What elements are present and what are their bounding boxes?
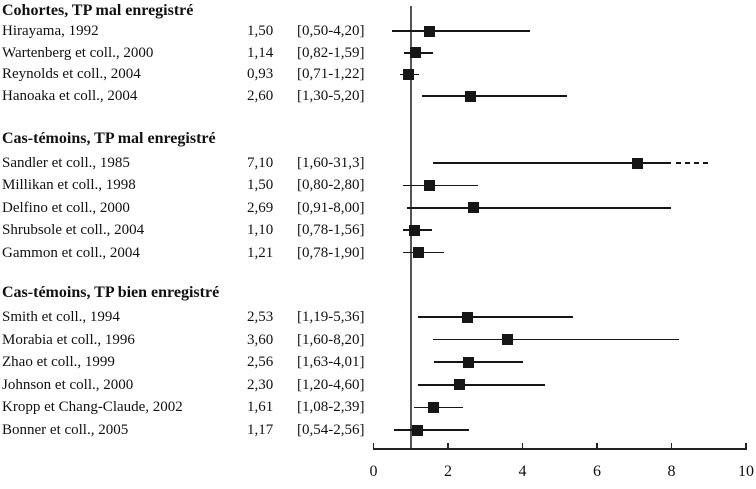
- point-marker: [463, 356, 475, 368]
- point-marker: [632, 157, 644, 169]
- ci-line: [433, 338, 679, 341]
- study-ci: [0,71-1,22]: [297, 66, 365, 83]
- point-marker: [468, 202, 480, 214]
- study-estimate: 1,50: [247, 177, 274, 194]
- study-label: Smith et coll., 1994: [2, 309, 120, 325]
- study-estimate: 2,53: [247, 309, 274, 325]
- study-label: Hirayama, 1992: [2, 23, 99, 39]
- x-axis-tick: [670, 442, 673, 449]
- point-marker: [402, 68, 414, 80]
- study-ci: [0,91-8,00]: [297, 199, 365, 216]
- study-label: Morabia et coll., 1996: [2, 331, 135, 348]
- study-ci: [1,20-4,60]: [297, 376, 365, 393]
- ci-line: [392, 30, 530, 32]
- study-estimate: 0,93: [247, 66, 274, 83]
- study-estimate: 1,61: [247, 399, 274, 416]
- study-label: Delfino et coll., 2000: [2, 199, 130, 216]
- study-label: Reynolds et coll., 2004: [2, 66, 141, 83]
- study-ci: [0,80-2,80]: [297, 177, 365, 194]
- study-estimate: 2,69: [247, 199, 274, 216]
- x-axis-tick-label: 10: [738, 463, 754, 480]
- study-label: Millikan et coll., 1998: [2, 177, 136, 194]
- study-ci: [0,78-1,56]: [297, 222, 365, 239]
- ci-line: [418, 383, 545, 386]
- study-label: Wartenberg et coll., 2000: [2, 44, 154, 61]
- x-axis-tick: [745, 442, 747, 449]
- point-marker: [423, 25, 435, 37]
- study-label: Zhao et coll., 1999: [2, 354, 115, 371]
- study-ci: [1,30-5,20]: [297, 88, 365, 105]
- x-axis-tick: [372, 442, 375, 449]
- point-marker: [464, 90, 476, 102]
- study-ci: [0,50-4,20]: [297, 23, 365, 39]
- ci-line: [417, 316, 574, 318]
- point-marker: [413, 247, 425, 259]
- study-label: Shrubsole et coll., 2004: [2, 222, 145, 239]
- ci-line: [421, 95, 568, 97]
- x-axis-tick-label: 4: [518, 463, 527, 480]
- x-axis-tick: [447, 442, 449, 449]
- point-marker: [408, 224, 420, 236]
- study-ci: [1,63-4,01]: [297, 354, 365, 371]
- study-estimate: 1,21: [247, 244, 274, 261]
- ci-line: [433, 162, 672, 164]
- study-estimate: 7,10: [247, 155, 274, 171]
- point-marker: [462, 311, 474, 323]
- study-label: Johnson et coll., 2000: [2, 376, 134, 393]
- study-ci: [0,54-2,56]: [297, 422, 365, 438]
- point-marker: [411, 424, 423, 436]
- study-estimate: 2,30: [247, 376, 274, 393]
- study-estimate: 1,50: [247, 23, 274, 39]
- x-axis-tick-label: 0: [369, 463, 378, 480]
- point-marker: [502, 334, 514, 346]
- ci-line: [393, 429, 469, 431]
- ci-line: [407, 206, 672, 209]
- study-estimate: 3,60: [247, 331, 274, 348]
- x-axis-tick: [596, 442, 598, 449]
- study-estimate: 1,14: [247, 44, 274, 61]
- point-marker: [423, 179, 435, 191]
- study-label: Hanoaka et coll., 2004: [2, 88, 138, 105]
- study-ci: [0,82-1,59]: [297, 44, 365, 61]
- x-axis-tick-label: 2: [444, 463, 452, 480]
- group-header: Cas-témoins, TP mal enregistré: [2, 129, 216, 147]
- group-header: Cohortes, TP mal enregistré: [2, 2, 194, 19]
- study-estimate: 2,60: [247, 88, 274, 105]
- point-marker: [453, 379, 465, 391]
- study-estimate: 1,17: [247, 422, 274, 438]
- x-axis-tick: [521, 442, 524, 449]
- study-label: Sandler et coll., 1985: [2, 155, 130, 171]
- x-axis-tick-label: 8: [667, 463, 676, 480]
- study-label: Gammon et coll., 2004: [2, 244, 140, 261]
- study-ci: [1,19-5,36]: [297, 309, 365, 325]
- study-label: Bonner et coll., 2005: [2, 422, 129, 438]
- point-marker: [410, 47, 422, 59]
- study-label: Kropp et Chang-Claude, 2002: [2, 399, 183, 416]
- x-axis-line: [372, 448, 747, 450]
- study-ci: [1,08-2,39]: [297, 399, 365, 416]
- ci-line: [434, 361, 523, 364]
- study-ci: [1,60-31,3]: [297, 155, 365, 171]
- x-axis-tick-label: 6: [593, 463, 601, 480]
- study-estimate: 2,56: [247, 354, 274, 371]
- study-ci: [0,78-1,90]: [297, 244, 365, 261]
- ci-line-dashed: [675, 162, 709, 164]
- group-header: Cas-témoins, TP bien enregistré: [2, 284, 220, 301]
- study-ci: [1,60-8,20]: [297, 331, 365, 348]
- ci-line: [403, 184, 478, 187]
- study-estimate: 1,10: [247, 222, 274, 239]
- point-marker: [427, 401, 439, 413]
